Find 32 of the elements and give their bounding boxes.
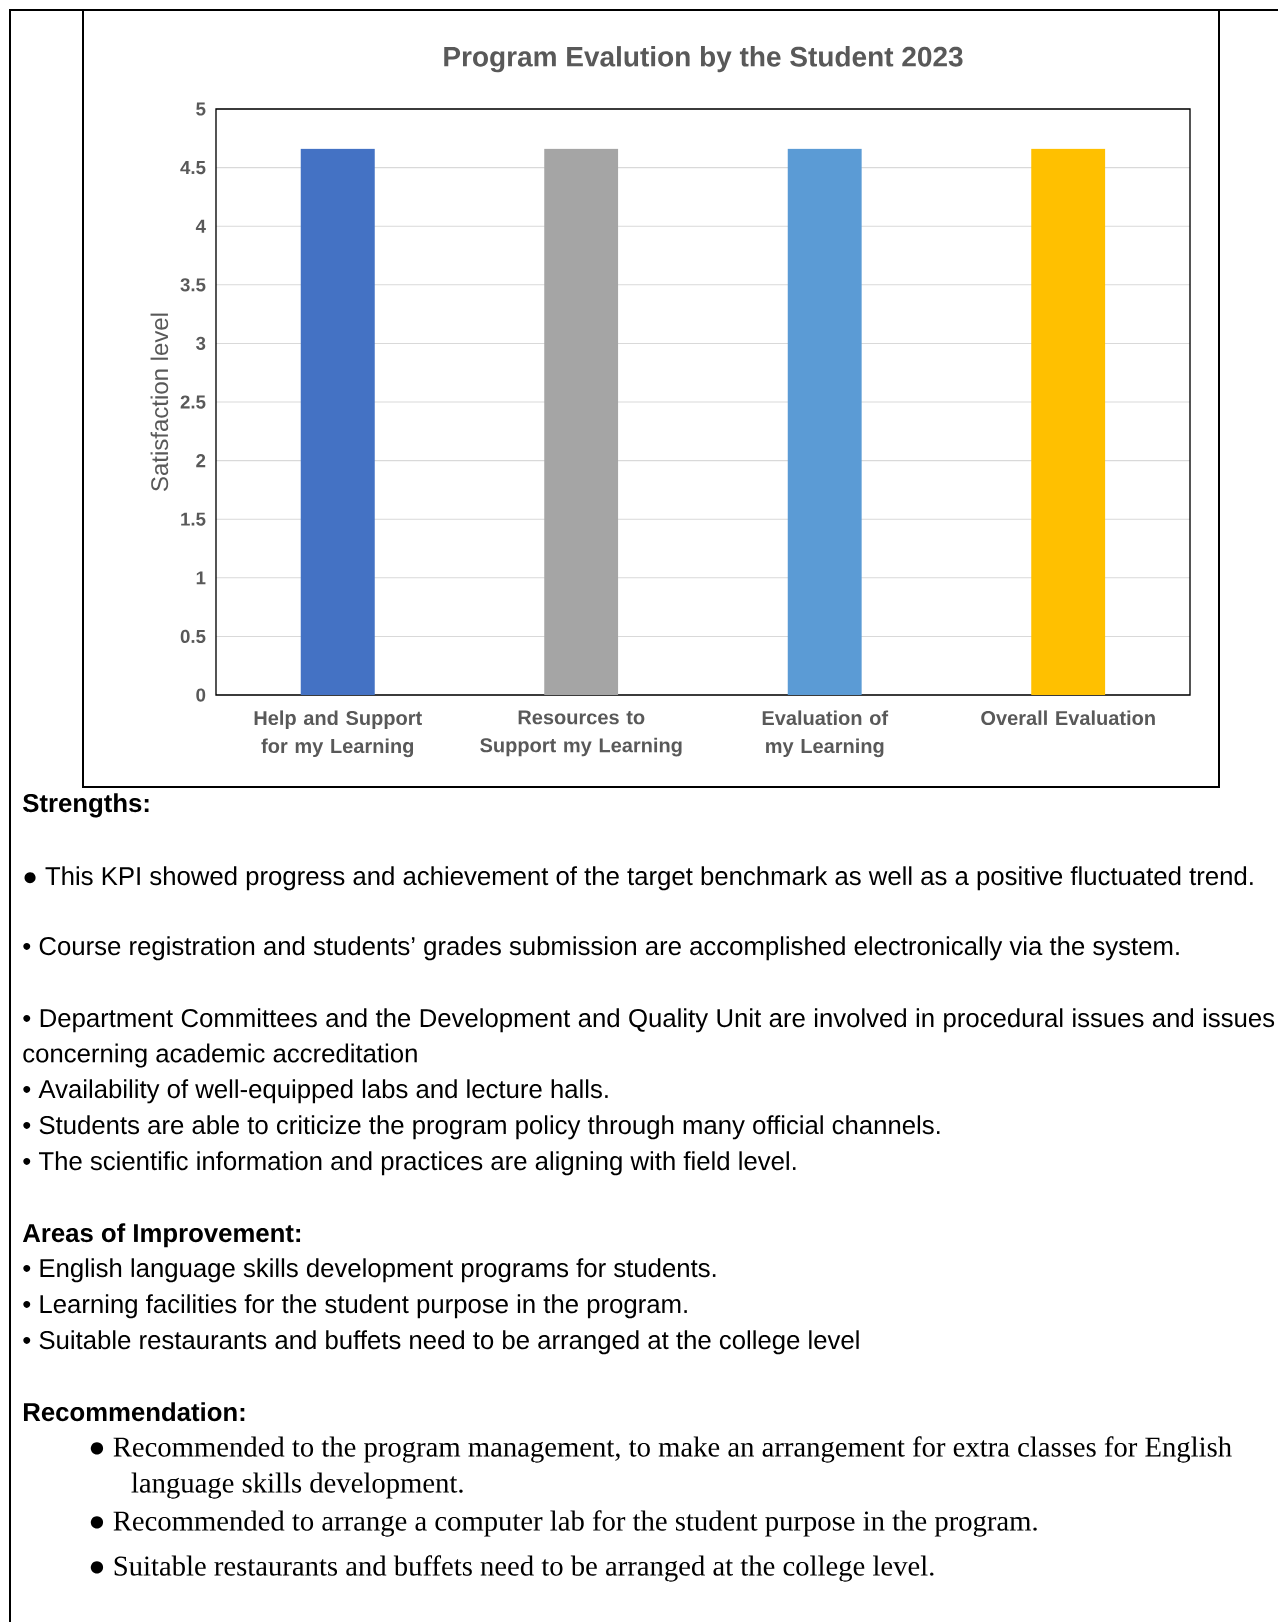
text: • Students are able to criticize the program policy through many official channels.	[23, 1115, 940, 1140]
x-tick-label: Resources to Support my Learning	[480, 710, 682, 757]
text: Areas of Improvement:	[22, 1223, 301, 1248]
text: • The scientific information and practices are aligning with field level.	[23, 1151, 796, 1176]
y-tick-label: 0.5	[180, 629, 206, 644]
text: Strengths:	[23, 793, 149, 818]
y-tick-label: 4.5	[180, 161, 206, 175]
x-tick-label: Help and Support for my Learning	[254, 710, 422, 758]
chart-title: Program Evalution by the Student 2023	[444, 46, 963, 73]
text: • English language skills development programs for students.	[23, 1258, 716, 1283]
text: • Course registration and students’ grades submission are accomplished electronically via the system.	[23, 936, 1179, 961]
x-tick-label: Overall Evaluation	[981, 710, 1155, 726]
y-tick-label: 3	[195, 336, 206, 351]
y-tick-label: 1	[196, 571, 206, 585]
y-tick-label: 2	[196, 454, 206, 468]
text: ● Suitable restaurants and buffets need to be arranged at the college level.	[90, 1555, 934, 1582]
y-tick-label: 1.5	[181, 512, 206, 526]
y-tick-label: 2.5	[180, 395, 206, 409]
text: • Learning facilities for the student purpose in the program.	[23, 1294, 687, 1319]
y-tick-label: 5	[196, 102, 206, 116]
text: • Availability of well-equipped labs and lecture halls.	[23, 1079, 608, 1104]
text: ● Recommended to the program management, to make an arrangement for extra classes for English language skills development.	[90, 1436, 1232, 1499]
y-tick-label: 3.5	[180, 278, 206, 292]
text: • Department Committees and the Development and Quality Unit are involved in procedural issues and issues concerning academic accreditation	[23, 1008, 1275, 1068]
y-tick-label: 0	[196, 688, 206, 702]
x-tick-label: Evaluation of my Learning	[762, 710, 889, 758]
y-tick-label: 4	[195, 219, 206, 233]
text: Recommendation:	[23, 1402, 245, 1422]
text: • Suitable restaurants and buffets need to be arranged at the college level	[23, 1330, 859, 1355]
text: ● This KPI showed progress and achievement of the target benchmark as well as a positive fluctuated trend.	[24, 866, 1253, 891]
y-axis-title: Satisfaction level	[150, 313, 169, 491]
text: ● Recommended to arrange a computer lab for the student purpose in the program.	[90, 1510, 1037, 1537]
